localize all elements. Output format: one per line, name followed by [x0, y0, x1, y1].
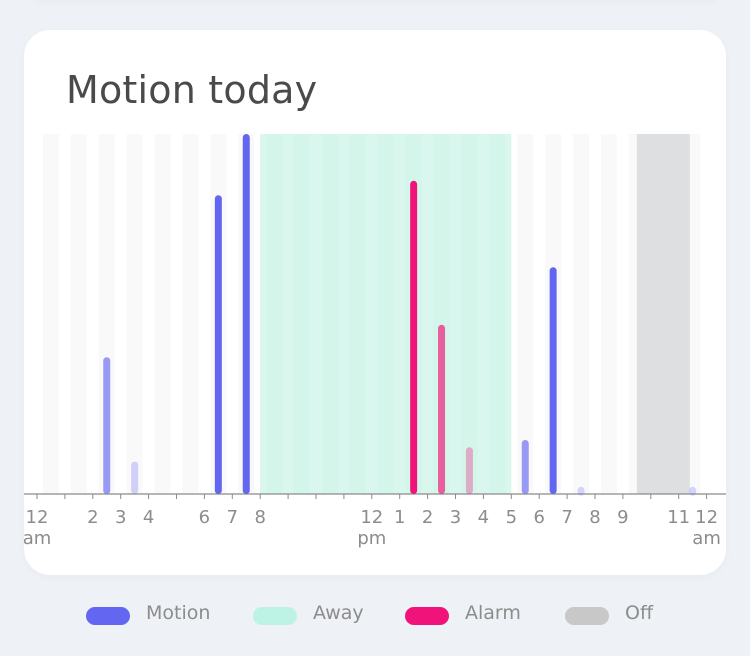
x-tick-label: 9: [617, 507, 628, 528]
hour-stripe: [517, 134, 534, 494]
hour-stripe: [43, 134, 59, 494]
away-stripe: [461, 134, 478, 494]
away-stripe: [377, 134, 394, 494]
hour-stripe: [601, 134, 617, 494]
hour-stripe: [98, 134, 115, 494]
away-stripe: [266, 134, 283, 494]
x-tick-label: 8: [589, 507, 600, 528]
hour-stripe: [182, 134, 199, 494]
card-title: Motion today: [66, 68, 318, 112]
x-tick-label: 7: [227, 507, 238, 528]
x-tick-sublabel: pm: [357, 528, 386, 549]
motion-bar: [689, 486, 697, 496]
x-tick-label: 4: [478, 507, 489, 528]
legend-label-motion: Motion: [146, 602, 211, 624]
away-stripe: [349, 134, 366, 494]
hour-stripe: [126, 134, 143, 494]
alarm-bar: [465, 447, 473, 494]
away-stripe: [322, 134, 338, 494]
x-tick-label: 11: [667, 507, 690, 528]
motion-bar: [103, 357, 111, 494]
chart-legend: Motion Away Alarm Off: [0, 600, 750, 630]
x-tick-sublabel: am: [692, 528, 721, 549]
legend-label-alarm: Alarm: [465, 602, 521, 624]
x-tick-label: 3: [450, 507, 461, 528]
x-tick-label: 2: [422, 507, 433, 528]
x-tick-label: 8: [254, 507, 265, 528]
x-tick-label: 7: [561, 507, 572, 528]
x-tick-label: 5: [506, 507, 517, 528]
away-stripe: [489, 134, 506, 494]
motion-bar: [242, 134, 250, 494]
motion-bar: [214, 195, 222, 494]
hour-stripe: [70, 134, 87, 494]
hour-stripe: [573, 134, 589, 494]
x-tick-label: 2: [87, 507, 98, 528]
alarm-bar: [410, 180, 418, 495]
legend-swatch-alarm: [405, 607, 449, 625]
legend-swatch-away: [253, 607, 297, 625]
alarm-bar: [438, 324, 446, 494]
x-tick-label: 6: [533, 507, 544, 528]
motion-bar: [521, 440, 529, 494]
motion-bar: [549, 267, 557, 494]
x-tick-label: 12: [26, 507, 49, 528]
motion-bar: [577, 486, 585, 496]
away-stripe: [294, 134, 310, 494]
x-tick-label: 1: [394, 507, 405, 528]
x-tick-label: 12: [360, 507, 383, 528]
legend-swatch-off: [565, 607, 609, 625]
x-tick-label: 4: [143, 507, 154, 528]
legend-label-off: Off: [625, 602, 654, 624]
away-stripe: [433, 134, 450, 494]
legend-swatch-motion: [86, 607, 130, 625]
motion-bar: [131, 461, 139, 494]
x-tick-label: 12: [695, 507, 718, 528]
legend-label-away: Away: [313, 602, 364, 624]
x-tick-sublabel: am: [23, 528, 52, 549]
x-tick-label: 6: [199, 507, 210, 528]
x-tick-label: 3: [115, 507, 126, 528]
period-off: [636, 134, 690, 494]
hour-stripe: [154, 134, 171, 494]
